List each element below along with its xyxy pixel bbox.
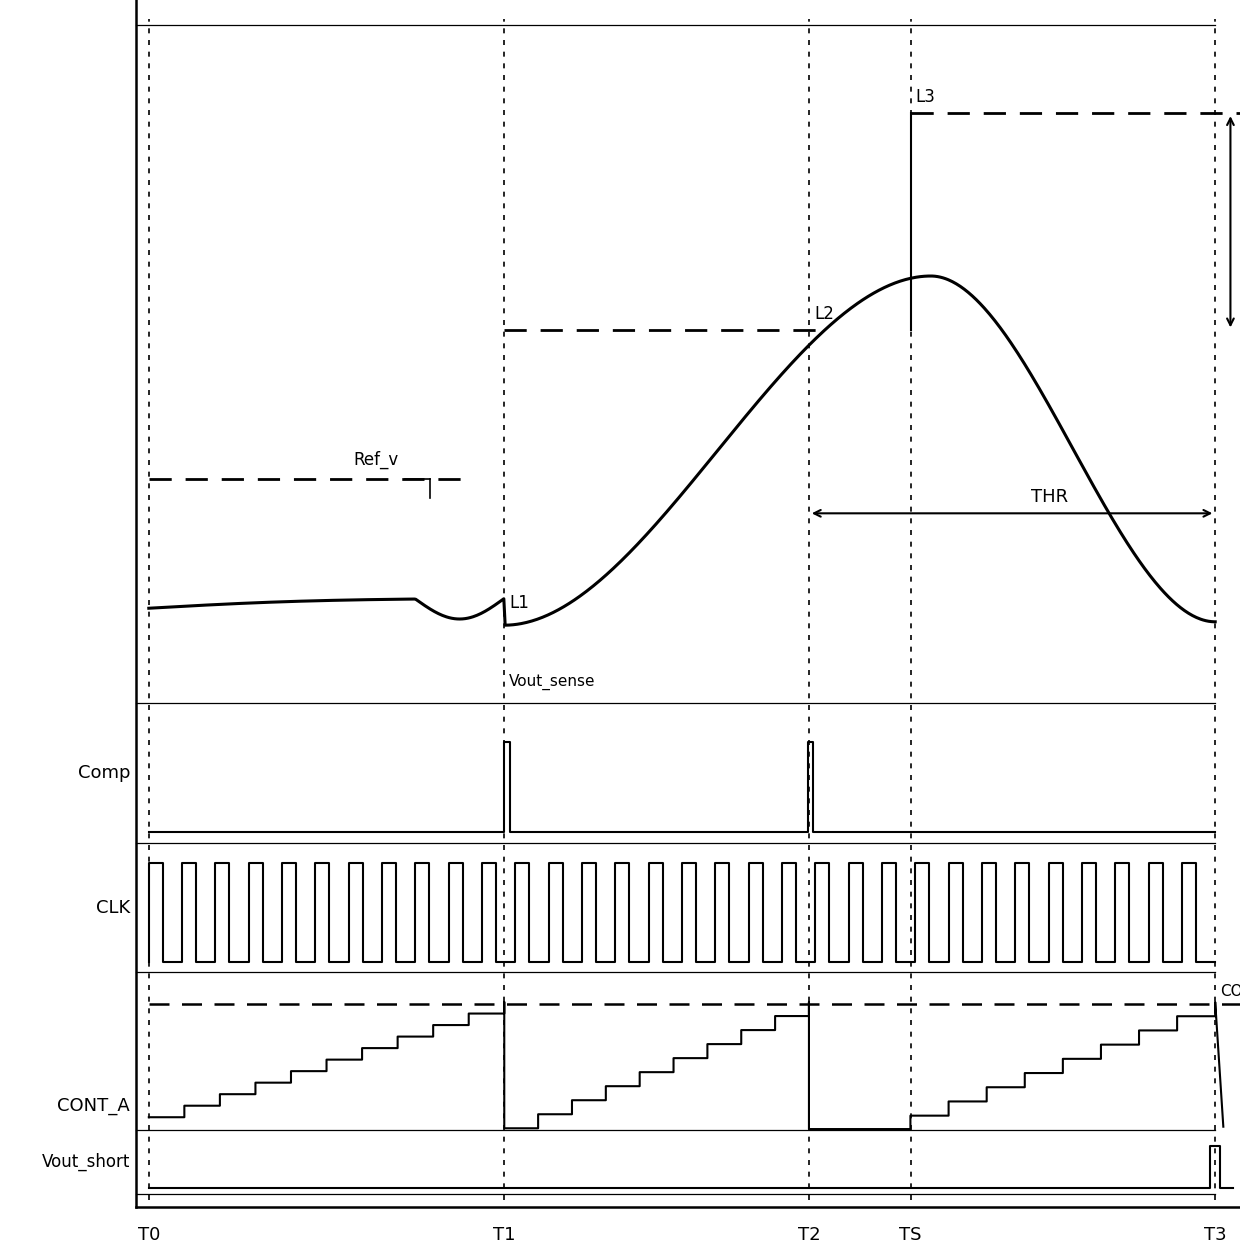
Text: Ref_v: Ref_v bbox=[353, 451, 398, 469]
Text: Comp: Comp bbox=[78, 764, 130, 782]
Text: L2: L2 bbox=[813, 304, 835, 323]
Text: T3: T3 bbox=[1204, 1226, 1226, 1243]
Text: L3: L3 bbox=[915, 88, 935, 106]
Text: T1: T1 bbox=[494, 1226, 516, 1243]
Text: Vout_sense: Vout_sense bbox=[510, 674, 596, 690]
Text: Vout_short: Vout_short bbox=[42, 1153, 130, 1172]
Text: T0: T0 bbox=[138, 1226, 160, 1243]
Text: CONT_limit: CONT_limit bbox=[1220, 984, 1240, 999]
Text: T2: T2 bbox=[797, 1226, 821, 1243]
Text: TS: TS bbox=[899, 1226, 921, 1243]
Text: L1: L1 bbox=[510, 593, 529, 612]
Text: THR: THR bbox=[1030, 488, 1068, 505]
Text: CLK: CLK bbox=[95, 899, 130, 916]
Text: CONT_A: CONT_A bbox=[57, 1097, 130, 1115]
